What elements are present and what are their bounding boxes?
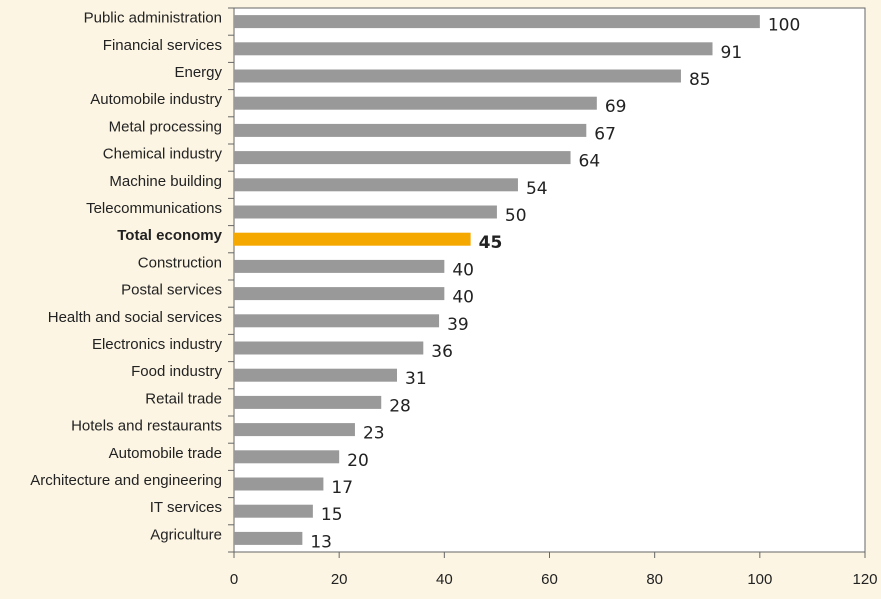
y-tick-label: Energy bbox=[174, 64, 222, 81]
value-label: 85 bbox=[689, 70, 711, 90]
value-label: 31 bbox=[405, 369, 427, 389]
bar bbox=[234, 423, 355, 437]
bar bbox=[234, 69, 681, 83]
value-label: 64 bbox=[579, 152, 601, 172]
bar bbox=[234, 504, 313, 518]
y-tick-label: Metal processing bbox=[109, 118, 222, 135]
bar bbox=[234, 450, 340, 464]
bar bbox=[234, 395, 382, 409]
value-label: 45 bbox=[479, 233, 503, 253]
plot-area bbox=[233, 7, 866, 553]
bar bbox=[234, 123, 587, 137]
y-tick-label: Public administration bbox=[84, 10, 222, 27]
y-tick-label: Construction bbox=[138, 254, 222, 271]
x-tick-label: 80 bbox=[646, 571, 663, 588]
bar bbox=[234, 205, 497, 219]
bar bbox=[234, 42, 713, 56]
bar bbox=[234, 314, 440, 328]
x-tick-label: 60 bbox=[541, 571, 558, 588]
y-tick-label: Chemical industry bbox=[103, 146, 223, 163]
bar bbox=[234, 287, 445, 301]
value-label: 91 bbox=[721, 43, 743, 63]
bar bbox=[234, 259, 445, 273]
value-label: 40 bbox=[452, 260, 474, 280]
y-tick-label: Automobile trade bbox=[109, 445, 222, 462]
bar bbox=[234, 15, 760, 29]
y-tick-label: Automobile industry bbox=[90, 91, 222, 108]
y-tick-label: Electronics industry bbox=[92, 336, 223, 353]
y-tick-label: IT services bbox=[150, 499, 222, 516]
bar bbox=[234, 531, 303, 545]
value-label: 69 bbox=[605, 97, 627, 117]
value-label: 40 bbox=[452, 288, 474, 308]
y-tick-label: Food industry bbox=[131, 363, 222, 380]
value-label: 17 bbox=[331, 478, 353, 498]
value-label: 23 bbox=[363, 424, 385, 444]
x-tick-label: 120 bbox=[852, 571, 877, 588]
y-tick-label: Telecommunications bbox=[86, 200, 222, 217]
bar bbox=[234, 232, 471, 246]
value-label: 28 bbox=[389, 396, 411, 416]
bar bbox=[234, 368, 398, 382]
y-tick-label: Hotels and restaurants bbox=[71, 418, 222, 435]
value-label: 100 bbox=[768, 16, 800, 36]
y-tick-label: Postal services bbox=[121, 282, 222, 299]
y-tick-label: Machine building bbox=[109, 173, 222, 190]
value-label: 15 bbox=[321, 505, 343, 525]
y-tick-label: Architecture and engineering bbox=[30, 472, 222, 489]
y-tick-label: Total economy bbox=[117, 227, 222, 244]
value-label: 54 bbox=[526, 179, 548, 199]
bar bbox=[234, 477, 324, 491]
bar bbox=[234, 151, 571, 165]
x-tick-label: 0 bbox=[230, 571, 238, 588]
value-label: 39 bbox=[447, 315, 469, 335]
y-tick-label: Retail trade bbox=[145, 390, 222, 407]
value-label: 20 bbox=[347, 451, 369, 471]
value-label: 50 bbox=[505, 206, 527, 226]
bar bbox=[234, 341, 424, 355]
bar bbox=[234, 178, 518, 192]
x-tick-label: 40 bbox=[436, 571, 453, 588]
value-label: 67 bbox=[594, 124, 616, 144]
y-tick-label: Agriculture bbox=[150, 526, 222, 543]
x-tick-label: 20 bbox=[331, 571, 348, 588]
y-tick-label: Health and social services bbox=[48, 309, 222, 326]
x-tick-label: 100 bbox=[747, 571, 772, 588]
value-label: 36 bbox=[431, 342, 453, 362]
bar bbox=[234, 96, 597, 110]
value-label: 13 bbox=[310, 532, 332, 552]
y-tick-label: Financial services bbox=[103, 37, 222, 54]
